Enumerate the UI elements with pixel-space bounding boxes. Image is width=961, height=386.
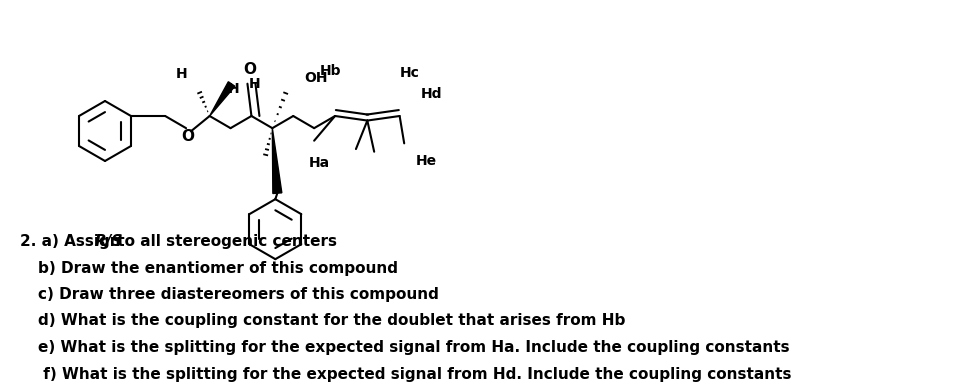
Text: H: H [228,82,239,96]
Polygon shape [272,128,282,193]
Text: Hd: Hd [421,87,442,101]
Text: O: O [182,129,194,144]
Text: R/S: R/S [94,234,123,249]
Text: H: H [176,67,187,81]
Text: d) What is the coupling constant for the doublet that arises from Hb: d) What is the coupling constant for the… [38,313,625,328]
Text: Hb: Hb [319,64,340,78]
Text: f) What is the splitting for the expected signal from Hd. Include the coupling c: f) What is the splitting for the expecte… [38,366,791,381]
Text: c) Draw three diastereomers of this compound: c) Draw three diastereomers of this comp… [38,287,438,302]
Text: O: O [243,62,256,77]
Text: b) Draw the enantiomer of this compound: b) Draw the enantiomer of this compound [38,261,398,276]
Text: He: He [415,154,436,168]
Text: Ha: Ha [308,156,330,170]
Text: OH: OH [305,71,328,85]
Text: e) What is the splitting for the expected signal from Ha. Include the coupling c: e) What is the splitting for the expecte… [38,340,789,355]
Text: to all stereogenic centers: to all stereogenic centers [111,234,336,249]
Text: Hc: Hc [399,66,419,80]
Text: 2. a) Assign: 2. a) Assign [20,234,126,249]
Text: H: H [248,77,259,91]
Polygon shape [209,82,234,116]
